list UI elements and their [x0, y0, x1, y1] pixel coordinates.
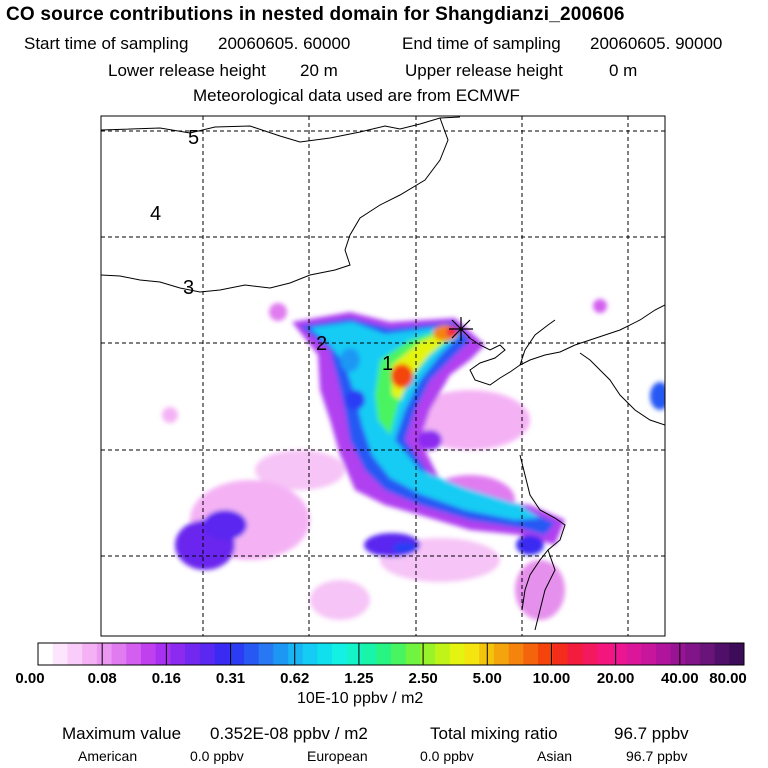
- end-time-label: End time of sampling: [402, 34, 561, 53]
- colorbar-cell: [214, 643, 230, 665]
- colorbar-cell: [67, 643, 83, 665]
- total-mixing-label: Total mixing ratio: [430, 724, 558, 743]
- lower-release-value: 20 m: [300, 61, 338, 80]
- colorbar-cell: [332, 643, 348, 665]
- colorbar-cell: [126, 643, 142, 665]
- colorbar-cell: [405, 643, 421, 665]
- colorbar-cell: [96, 643, 113, 665]
- colorbar-tick-label: 1.25: [344, 670, 374, 687]
- colorbar-cell: [302, 643, 318, 665]
- colorbar-cell: [317, 643, 333, 665]
- colorbar-cell: [449, 643, 466, 665]
- colorbar-tick-label: 0.62: [280, 670, 310, 687]
- colorbar-cell: [493, 643, 510, 665]
- day-marker-1: 1: [382, 353, 393, 375]
- colorbar-cell: [699, 643, 716, 665]
- colorbar-cell: [155, 643, 171, 665]
- colorbar-cell: [140, 643, 157, 665]
- colorbar-tick-label: 0.31: [215, 670, 246, 687]
- colorbar-cell: [729, 643, 745, 665]
- colorbar-cell: [199, 643, 215, 665]
- colorbar-cell: [52, 643, 68, 665]
- colorbar-cell: [714, 643, 730, 665]
- colorbar-tick-label: 20.00: [596, 670, 635, 687]
- colorbar-cell: [243, 643, 260, 665]
- lower-release-label: Lower release height: [108, 61, 266, 80]
- colorbar-units: 10E-10 ppbv / m2: [297, 690, 424, 707]
- american-value: 0.0 ppbv: [190, 748, 244, 764]
- colorbar-tick-label: 2.50: [408, 670, 438, 687]
- colorbar-cell: [596, 643, 613, 665]
- day-marker-4: 4: [150, 203, 161, 225]
- colorbar-cell: [391, 643, 407, 665]
- total-mixing-value: 96.7 ppbv: [614, 724, 689, 743]
- colorbar-cell: [464, 643, 480, 665]
- colorbar-cell: [582, 643, 598, 665]
- colorbar-cell: [258, 643, 274, 665]
- colorbar-cell: [670, 643, 686, 665]
- colorbar-cell: [361, 643, 377, 665]
- colorbar-cell: [538, 643, 554, 665]
- colorbar-cell: [82, 643, 98, 665]
- european-value: 0.0 ppbv: [420, 748, 474, 764]
- day-marker-5: 5: [188, 127, 199, 149]
- concentration-field: [162, 299, 665, 620]
- colorbar-cell: [288, 643, 304, 665]
- american-label: American: [78, 748, 138, 764]
- colorbar-tick-label: 80.00: [709, 670, 747, 687]
- plot-title: CO source contributions in nested domain…: [6, 4, 625, 25]
- upper-release-label: Upper release height: [405, 61, 563, 80]
- grid-lines: [101, 116, 665, 636]
- colorbar-tick-label: 0.08: [87, 670, 117, 687]
- colorbar-tick-label: 0.16: [151, 670, 181, 687]
- colorbar: [37, 642, 745, 666]
- colorbar-cell: [346, 643, 363, 665]
- colorbar-cell: [655, 643, 671, 665]
- colorbar-cell: [170, 643, 186, 665]
- asian-value: 96.7 ppbv: [626, 748, 688, 764]
- colorbar-cell: [376, 643, 392, 665]
- colorbar-tick-label: 5.00: [472, 670, 502, 687]
- colorbar-cell: [641, 643, 657, 665]
- colorbar-cell: [552, 643, 568, 665]
- colorbar-cell: [273, 643, 289, 665]
- colorbar-cell: [508, 643, 524, 665]
- european-label: European: [307, 748, 368, 764]
- day-marker-3: 3: [183, 277, 194, 299]
- colorbar-cell: [611, 643, 627, 665]
- asian-label: Asian: [537, 748, 573, 764]
- colorbar-cell: [523, 643, 539, 665]
- colorbar-cell: [38, 643, 54, 665]
- colorbar-cell: [185, 643, 201, 665]
- colorbar-tick-label: 0.00: [15, 670, 45, 687]
- day-marker-2: 2: [316, 333, 327, 355]
- max-value: 0.352E-08 ppbv / m2: [210, 724, 368, 743]
- colorbar-cell: [420, 643, 436, 665]
- receptor-star-icon: [449, 317, 473, 341]
- colorbar-cell: [567, 643, 583, 665]
- met-data-note: Meteorological data used are from ECMWF: [193, 86, 520, 105]
- colorbar-tick-label: 40.00: [661, 670, 699, 687]
- coastline-lines: [101, 116, 665, 631]
- start-time-value: 20060605. 60000: [218, 34, 351, 53]
- colorbar-cell: [685, 643, 701, 665]
- max-value-label: Maximum value: [62, 724, 182, 743]
- colorbar-cell: [626, 643, 642, 665]
- map-frame: [100, 115, 666, 637]
- colorbar-cell: [229, 643, 245, 665]
- colorbar-cell: [111, 643, 127, 665]
- start-time-label: Start time of sampling: [24, 34, 189, 53]
- colorbar-cell: [435, 643, 451, 665]
- end-time-value: 20060605. 90000: [590, 34, 723, 53]
- upper-release-value: 0 m: [609, 61, 638, 80]
- colorbar-tick-label: 10.00: [532, 670, 571, 687]
